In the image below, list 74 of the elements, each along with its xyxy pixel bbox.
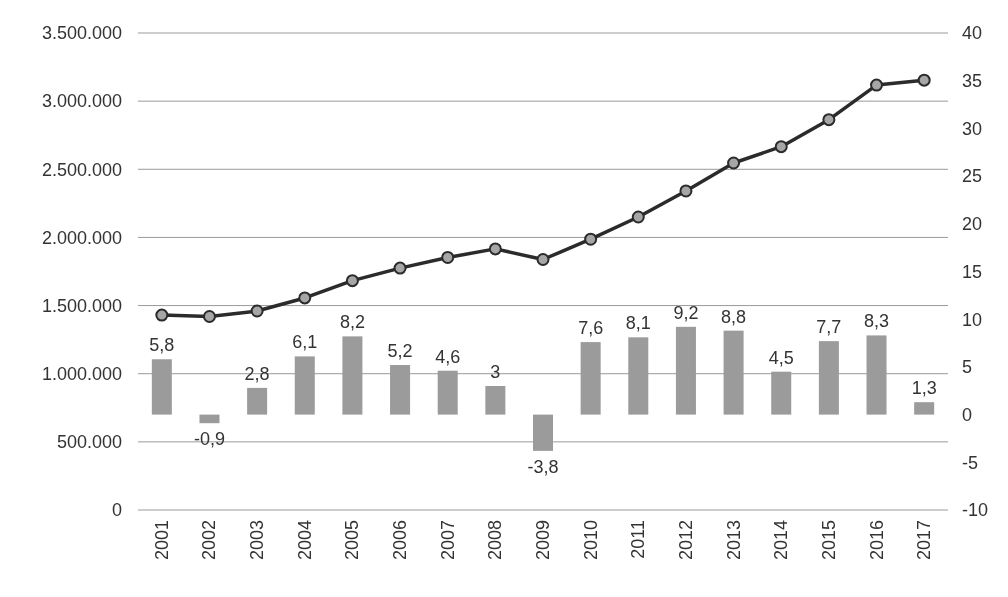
data-label: 5,2 <box>387 340 413 361</box>
point <box>822 113 836 127</box>
x-tick-label: 2016 <box>866 520 887 561</box>
y-tick-label: 2.000.000 <box>41 227 122 248</box>
data-label: 4,6 <box>435 346 461 367</box>
x-tick-label: 2010 <box>580 520 601 561</box>
bar <box>914 402 935 415</box>
data-label: 8,8 <box>721 306 747 327</box>
x-tick-label: 2004 <box>294 520 315 561</box>
point <box>584 232 598 246</box>
point <box>202 309 216 323</box>
y2-tick-label: 30 <box>962 118 983 139</box>
data-label: 4,5 <box>768 347 794 368</box>
data-label: 7,7 <box>816 317 842 338</box>
x-tick-label: 2012 <box>675 520 696 561</box>
x-tick-label: 2001 <box>151 520 172 561</box>
y-tick-label: 500.000 <box>56 432 122 453</box>
y2-tick-label: 20 <box>962 214 983 235</box>
y2-tick-label: 0 <box>962 404 973 425</box>
data-label: 6,1 <box>292 332 318 353</box>
bar <box>485 385 506 415</box>
data-label: 7,6 <box>578 318 604 339</box>
y-tick-label: 0 <box>111 500 122 521</box>
data-label: 8,1 <box>625 313 651 334</box>
x-tick-label: 2017 <box>914 520 935 561</box>
point <box>155 308 169 322</box>
point <box>250 304 264 318</box>
bar <box>199 414 220 424</box>
data-label: 5,8 <box>149 335 175 356</box>
point <box>774 140 788 154</box>
data-label: 2,8 <box>244 363 270 384</box>
data-label: -3,8 <box>527 456 559 477</box>
y-tick-label: 1.000.000 <box>41 364 122 385</box>
data-label: 8,3 <box>864 311 890 332</box>
y2-tick-label: 40 <box>962 23 983 44</box>
x-tick-label: 2014 <box>771 520 792 561</box>
y-tick-label: 2.500.000 <box>41 159 122 180</box>
point <box>345 274 359 288</box>
point <box>679 184 693 198</box>
point <box>536 253 550 267</box>
x-tick-label: 2008 <box>485 520 506 561</box>
y2-tick-label: 35 <box>962 71 983 91</box>
x-tick-label: 2007 <box>437 520 458 561</box>
x-tick-label: 2013 <box>723 520 744 561</box>
bar <box>247 387 268 415</box>
point <box>488 242 502 256</box>
point <box>870 78 884 92</box>
point <box>441 250 455 264</box>
x-tick-label: 2009 <box>533 520 553 561</box>
point <box>727 156 741 170</box>
data-label: 9,2 <box>673 302 699 323</box>
y-tick-label: 3.500.000 <box>41 23 122 44</box>
x-tick-label: 2015 <box>818 520 839 561</box>
data-label: 1,3 <box>911 378 937 399</box>
y-tick-label: 3.000.000 <box>41 91 122 112</box>
point <box>298 291 312 305</box>
y2-tick-label: -5 <box>962 452 979 473</box>
data-label: 8,2 <box>339 312 365 333</box>
y2-tick-label: 5 <box>962 357 973 378</box>
point <box>631 210 645 224</box>
x-tick-label: 2003 <box>247 520 268 561</box>
y2-tick-label: 10 <box>962 309 983 330</box>
point <box>393 261 407 275</box>
y-tick-label: 1.500.000 <box>41 295 122 316</box>
data-label: -0,9 <box>193 429 225 450</box>
y2-tick-label: 25 <box>962 166 983 187</box>
x-tick-label: 2005 <box>342 520 363 561</box>
data-label: 3 <box>490 361 501 382</box>
x-tick-label: 2011 <box>628 520 649 559</box>
x-tick-label: 2002 <box>199 520 220 561</box>
point <box>917 73 931 87</box>
y2-tick-label: -10 <box>962 500 989 521</box>
y2-tick-label: 15 <box>962 261 983 282</box>
x-tick-label: 2006 <box>390 520 411 561</box>
